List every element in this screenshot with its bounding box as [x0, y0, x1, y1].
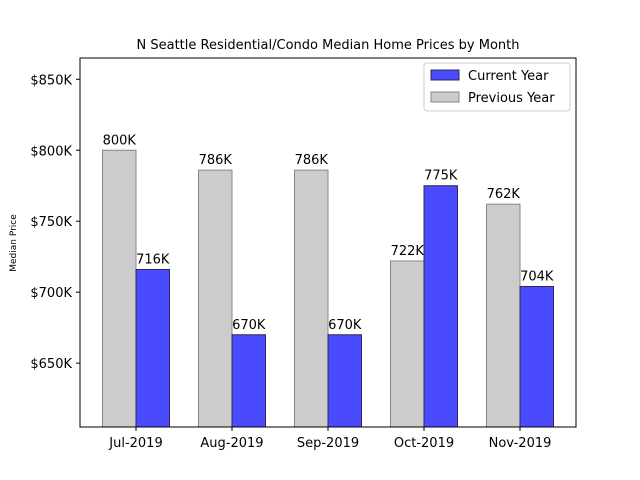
chart-title: N Seattle Residential/Condo Median Home … — [137, 38, 520, 53]
bar-previous-year-aug-2019 — [198, 169, 233, 428]
x-tick-label: Jul-2019 — [108, 436, 162, 451]
bar-value-label: 716K — [136, 252, 170, 267]
bar-value-label: 670K — [328, 318, 362, 333]
legend-label: Current Year — [468, 69, 549, 84]
bars-layer — [102, 149, 554, 428]
ticks-layer: $650K $700K $750K $800K $850K Jul-2019 Aug-201… — [30, 73, 551, 451]
x-tick-label: Sep-2019 — [297, 436, 359, 451]
legend-box — [423, 62, 571, 112]
bar-previous-year-oct-2019 — [390, 260, 425, 428]
bar-previous-year-jul-2019 — [102, 149, 137, 428]
bar-value-label: 704K — [520, 269, 554, 284]
y-axis-label: Median Price — [9, 214, 19, 272]
y-tick-label: $800K — [30, 144, 72, 159]
x-tick-label: Oct-2019 — [394, 436, 454, 451]
bar-previous-year-nov-2019 — [486, 203, 521, 428]
bar-current-year-oct-2019 — [423, 185, 458, 428]
bar-value-label: 775K — [424, 169, 458, 184]
bar-current-year-jul-2019 — [135, 268, 170, 428]
bar-previous-year-sep-2019 — [294, 169, 329, 428]
x-tick-label: Nov-2019 — [489, 436, 552, 451]
bar-value-label: 800K — [103, 133, 137, 148]
bar-value-label: 786K — [199, 153, 233, 168]
bar-value-label: 786K — [295, 153, 329, 168]
legend-swatch-current-year — [430, 69, 460, 81]
bar-value-label: 762K — [487, 187, 521, 202]
y-tick-label: $850K — [30, 73, 72, 88]
bar-value-label: 722K — [391, 244, 425, 259]
bar-current-year-sep-2019 — [327, 334, 362, 428]
bar-current-year-nov-2019 — [519, 285, 554, 428]
y-tick-label: $700K — [30, 286, 72, 301]
y-tick-label: $650K — [30, 357, 72, 372]
y-tick-label: $750K — [30, 215, 72, 230]
bar-current-year-aug-2019 — [231, 334, 266, 428]
bar-labels-layer: 800K 786K 786K 722K 762K 716K 670K 670K 775K 704K — [103, 133, 554, 333]
legend: Current Year Previous Year — [423, 62, 571, 112]
x-tick-label: Aug-2019 — [200, 436, 263, 451]
legend-swatch-previous-year — [430, 91, 460, 103]
bar-value-label: 670K — [232, 318, 266, 333]
legend-label: Previous Year — [468, 91, 555, 106]
